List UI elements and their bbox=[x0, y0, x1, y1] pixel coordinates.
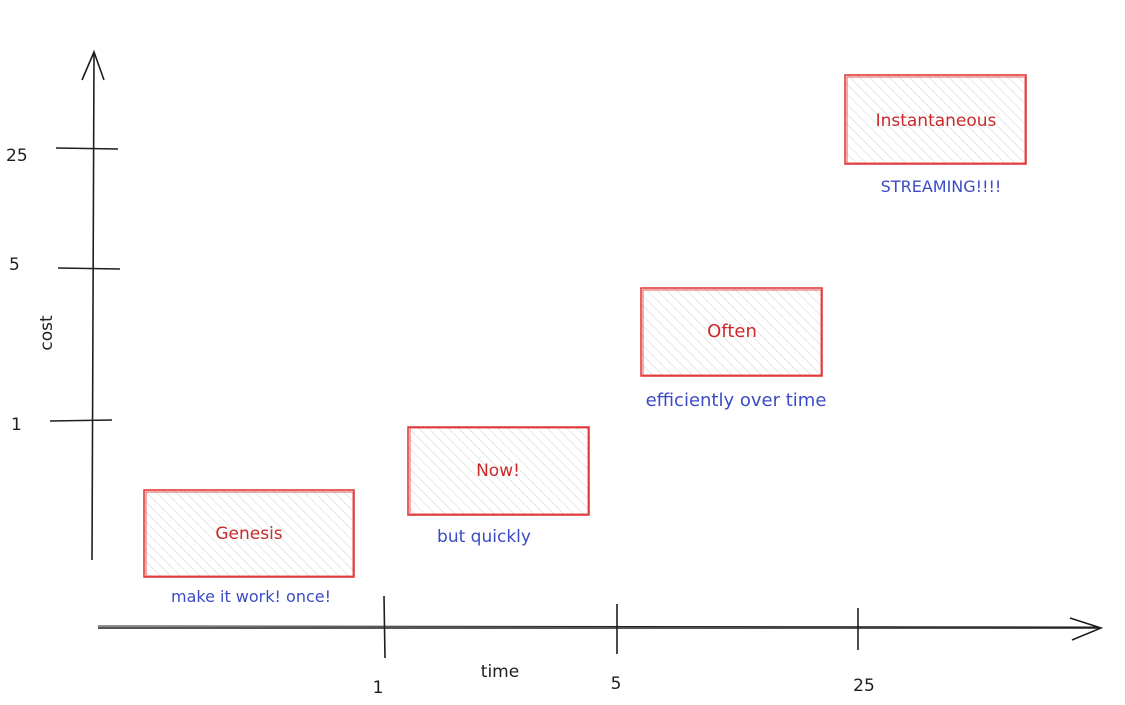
x-tick-label-1: 1 bbox=[373, 678, 384, 698]
y-axis-label: cost bbox=[37, 315, 57, 351]
y-tick-label-5: 5 bbox=[9, 255, 20, 275]
stage-box bbox=[640, 287, 823, 377]
y-tick-25 bbox=[55, 147, 119, 150]
stage-now: Now! but quickly bbox=[407, 426, 590, 547]
y-axis-arrowhead bbox=[81, 49, 105, 81]
x-axis-label: time bbox=[481, 662, 519, 682]
x-axis-arrowhead bbox=[1069, 617, 1104, 641]
y-axis bbox=[49, 49, 121, 561]
y-tick-1 bbox=[49, 419, 113, 422]
stage-title: Often bbox=[707, 321, 757, 342]
stage-instantaneous: Instantaneous STREAMING!!!! bbox=[844, 74, 1027, 196]
stage-title: Now! bbox=[476, 461, 520, 481]
stage-title: Genesis bbox=[215, 524, 282, 544]
stage-box bbox=[143, 489, 355, 578]
x-axis bbox=[97, 595, 1104, 659]
x-tick-label-5: 5 bbox=[611, 674, 622, 694]
y-tick-label-1: 1 bbox=[11, 415, 22, 435]
stage-caption: STREAMING!!!! bbox=[881, 177, 1002, 196]
stage-box bbox=[844, 74, 1027, 165]
stage-title: Instantaneous bbox=[876, 111, 997, 131]
stage-caption: but quickly bbox=[437, 527, 531, 547]
y-tick-5 bbox=[57, 267, 121, 270]
stage-often: Often efficiently over time bbox=[640, 287, 827, 411]
stage-box bbox=[407, 426, 590, 516]
stage-caption: make it work! once! bbox=[171, 587, 331, 606]
x-tick-1 bbox=[383, 595, 386, 659]
y-tick-label-25: 25 bbox=[6, 146, 28, 166]
stage-caption: efficiently over time bbox=[646, 390, 827, 411]
x-tick-label-25: 25 bbox=[853, 676, 875, 696]
stage-genesis: Genesis make it work! once! bbox=[143, 489, 355, 606]
